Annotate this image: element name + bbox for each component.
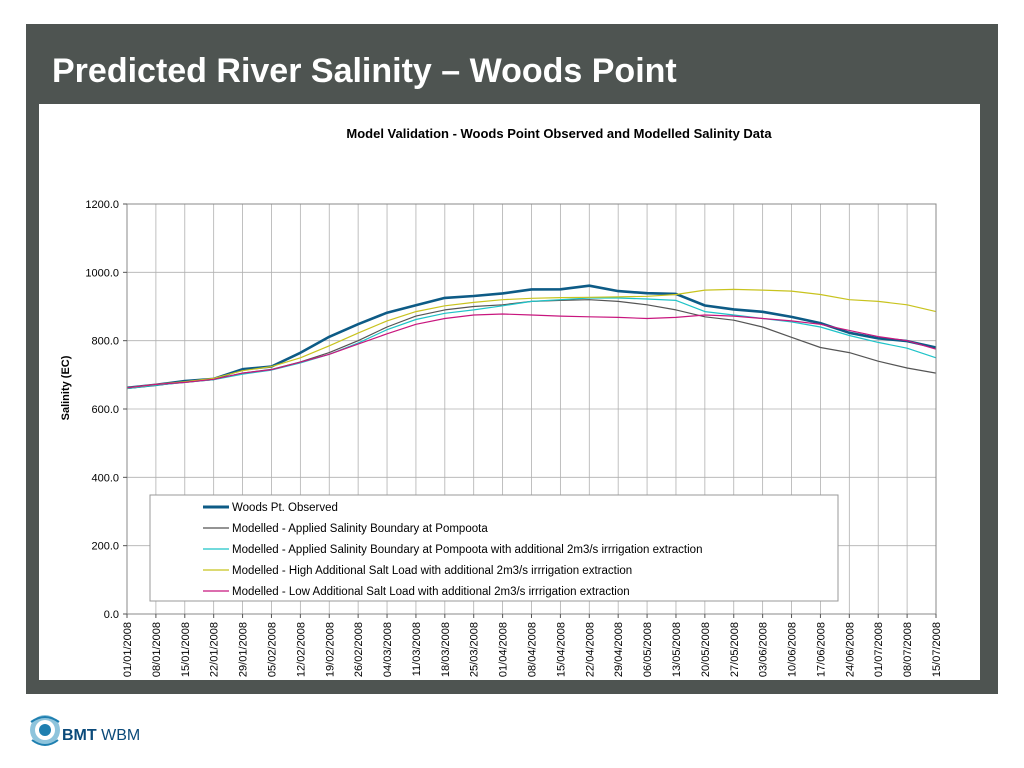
x-tick-label: 01/07/2008	[873, 622, 885, 677]
chart-panel: Model Validation - Woods Point Observed …	[39, 104, 980, 680]
x-tick-label: 10/06/2008	[787, 622, 799, 677]
x-tick-label: 11/03/2008	[411, 622, 423, 676]
x-tick-label: 22/01/2008	[209, 622, 221, 677]
logo-wordmark: BMT WBM	[62, 727, 140, 745]
y-axis-title: Salinity (EC)	[60, 355, 72, 420]
slide-frame: Predicted River Salinity – Woods Point M…	[26, 24, 998, 694]
x-tick-label: 20/05/2008	[700, 622, 712, 677]
y-tick-labels: 0.0 200.0 400.0 600.0 800.0 1000.0 1200.0	[85, 199, 127, 621]
x-tick-label: 13/05/2008	[671, 622, 683, 677]
legend-entry-5: Modelled - Low Additional Salt Load with…	[232, 586, 630, 598]
y-tick-label: 1000.0	[85, 267, 119, 279]
x-tick-label: 17/06/2008	[815, 622, 827, 677]
x-tick-label: 25/03/2008	[469, 622, 481, 677]
y-tick-label: 1200.0	[85, 199, 119, 211]
x-tick-label: 15/04/2008	[555, 622, 567, 677]
x-tick-label: 19/02/2008	[324, 622, 336, 677]
y-tick-label: 800.0	[91, 336, 119, 348]
x-tick-label: 15/07/2008	[931, 622, 943, 677]
x-tick-label: 15/01/2008	[180, 622, 192, 677]
x-tick-label: 29/04/2008	[613, 622, 625, 677]
x-tick-label: 18/03/2008	[440, 622, 452, 677]
x-tick-label: 08/07/2008	[902, 622, 914, 677]
legend-entry-4: Modelled - High Additional Salt Load wit…	[232, 565, 632, 577]
logo-brand: BMT	[62, 727, 97, 744]
bmt-logo	[30, 715, 60, 746]
series-lines	[126, 284, 937, 390]
y-tick-label: 0.0	[104, 609, 119, 621]
x-tick-label: 24/06/2008	[844, 622, 856, 677]
y-tick-label: 600.0	[91, 404, 119, 416]
x-tick-label: 08/04/2008	[527, 622, 539, 677]
series-line-4	[126, 288, 937, 389]
x-tick-label: 12/02/2008	[295, 622, 307, 677]
x-tick-label: 01/04/2008	[498, 622, 510, 677]
x-tick-label: 26/02/2008	[353, 622, 365, 677]
x-tick-label: 03/06/2008	[758, 622, 770, 677]
x-tick-label: 29/01/2008	[238, 622, 250, 677]
y-tick-label: 400.0	[91, 472, 119, 484]
legend-entry-3: Modelled - Applied Salinity Boundary at …	[232, 544, 702, 556]
x-tick-label: 01/01/2008	[122, 622, 134, 677]
legend-box	[149, 494, 839, 602]
x-tick-label: 05/02/2008	[266, 622, 278, 677]
chart-legend: Woods Pt. Observed Modelled - Applied Sal…	[149, 494, 839, 602]
legend-entry-2: Modelled - Applied Salinity Boundary at …	[232, 523, 488, 535]
logo-suffix: WBM	[101, 727, 141, 744]
chart-title: Model Validation - Woods Point Observed …	[346, 126, 772, 141]
slide-title: Predicted River Salinity – Woods Point	[52, 52, 677, 90]
y-tick-label: 200.0	[91, 541, 119, 553]
legend-entry-1: Woods Pt. Observed	[232, 502, 338, 514]
x-tick-label: 27/05/2008	[729, 622, 741, 677]
x-tick-label: 04/03/2008	[382, 622, 394, 677]
x-tick-label: 06/05/2008	[642, 622, 654, 677]
x-tick-label: 08/01/2008	[151, 622, 163, 677]
x-tick-labels: 01/01/2008 08/01/2008 15/01/2008 22/01/2008…	[122, 614, 943, 677]
logo-globe-icon	[30, 715, 60, 746]
x-tick-label: 22/04/2008	[584, 622, 596, 677]
series-line-5	[126, 313, 937, 389]
salinity-line-chart: Model Validation - Woods Point Observed …	[60, 126, 943, 677]
